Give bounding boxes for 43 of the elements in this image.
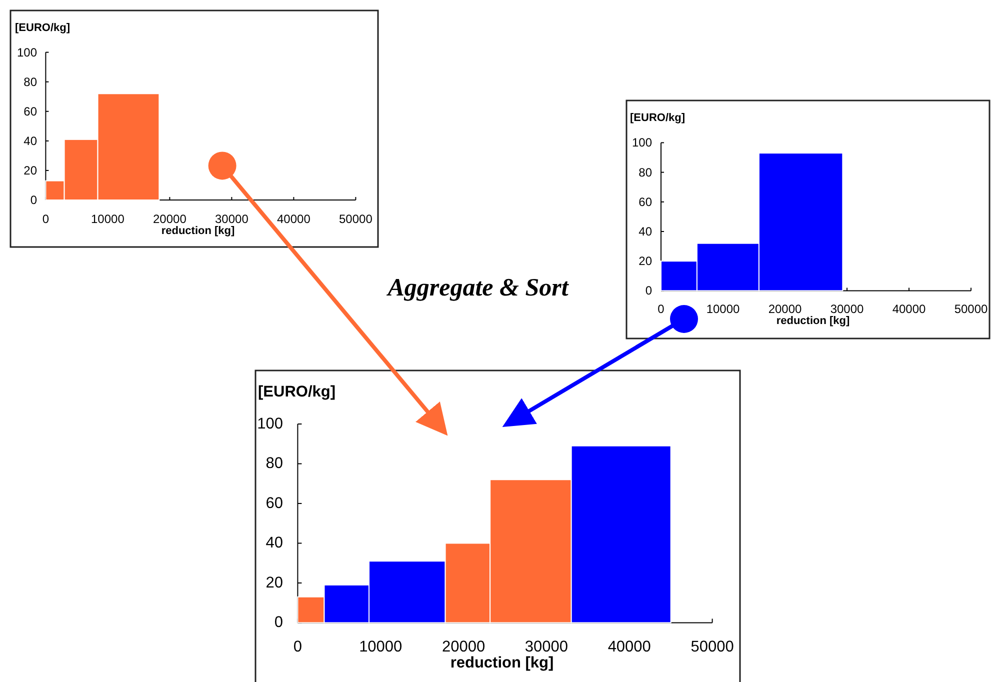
x-tick-label: 30000 <box>215 212 249 226</box>
x-tick-label: 30000 <box>524 638 568 656</box>
y-tick-label: 100 <box>257 416 284 432</box>
y-tick-label: 0 <box>274 614 284 632</box>
y-tick-label: 60 <box>24 104 38 118</box>
x-tick-label: 40000 <box>892 302 926 316</box>
x-tick-label: 0 <box>42 212 50 226</box>
x-tick-label: 10000 <box>359 638 403 656</box>
y-tick-label: 0 <box>645 284 652 298</box>
x-tick-label: 20000 <box>442 638 486 656</box>
y-tick-label: 100 <box>16 45 38 60</box>
y-axis-title: [EURO/kg] <box>15 22 70 34</box>
y-tick-label: 80 <box>638 165 652 180</box>
y-tick-label: 80 <box>24 74 38 89</box>
x-tick-label: 20000 <box>768 302 802 316</box>
x-tick-label: 40000 <box>277 212 311 226</box>
y-tick-label: 20 <box>266 574 284 592</box>
x-axis-title: reduction [kg] <box>450 654 554 672</box>
x-tick-label: 30000 <box>830 302 864 316</box>
x-tick-label: 10000 <box>706 302 740 316</box>
y-tick-label: 0 <box>30 193 38 207</box>
y-tick-label: 80 <box>266 455 284 472</box>
x-tick-label: 40000 <box>608 638 652 656</box>
y-tick-label: 60 <box>638 194 652 209</box>
y-tick-label: 20 <box>24 163 38 178</box>
x-tick-label: 50000 <box>954 302 988 316</box>
x-tick-label: 20000 <box>153 212 187 226</box>
x-axis-title: reduction [kg] <box>776 315 850 327</box>
x-axis-title: reduction [kg] <box>161 225 235 237</box>
y-tick-label: 100 <box>632 136 652 150</box>
y-tick-label: 60 <box>266 494 284 512</box>
x-tick-label: 0 <box>658 302 665 316</box>
x-tick-label: 0 <box>293 638 302 656</box>
x-tick-label: 50000 <box>339 212 373 226</box>
y-tick-label: 40 <box>266 534 284 552</box>
y-axis-title: [EURO/kg] <box>630 112 686 124</box>
y-axis-title: [EURO/kg] <box>258 384 336 400</box>
y-tick-label: 40 <box>638 224 652 238</box>
y-tick-label: 20 <box>638 254 652 268</box>
y-tick-label: 40 <box>24 134 38 148</box>
x-tick-label: 10000 <box>91 212 125 226</box>
text: Aggregate & Sort <box>386 274 570 302</box>
x-tick-label: 50000 <box>690 638 734 656</box>
